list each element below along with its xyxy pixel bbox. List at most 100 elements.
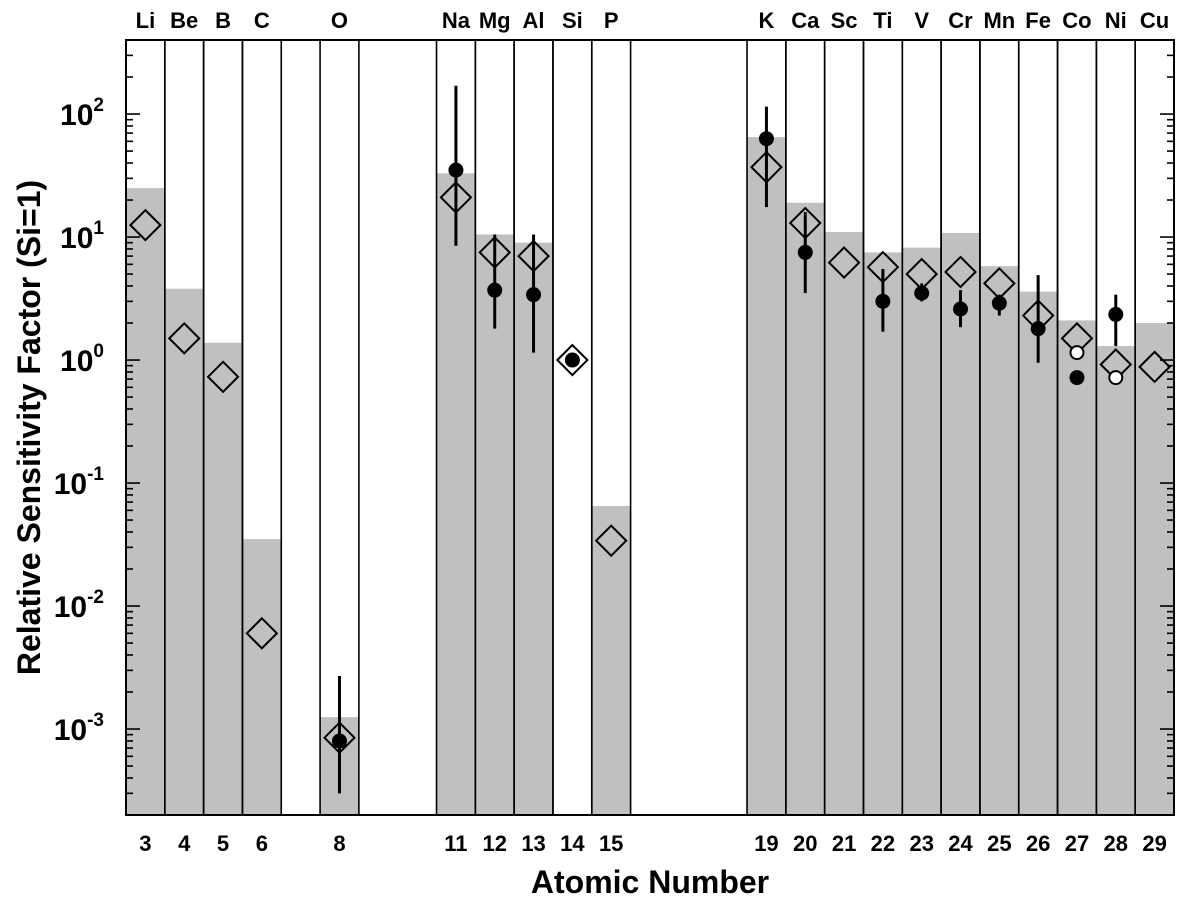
filled-circle-marker-22 bbox=[875, 293, 891, 309]
filled-circle-marker-25 bbox=[991, 295, 1007, 311]
x-tick-label-3: 3 bbox=[139, 831, 151, 856]
diamond-marker-20 bbox=[788, 206, 822, 240]
diamond-marker-24 bbox=[944, 255, 977, 289]
bar-be bbox=[164, 288, 204, 815]
diamond-marker-15 bbox=[594, 524, 628, 558]
x-tick-label-14: 14 bbox=[560, 831, 585, 856]
diamond-marker-3 bbox=[128, 208, 162, 242]
filled-circle-marker-12 bbox=[487, 282, 503, 298]
element-label-ca: Ca bbox=[791, 8, 820, 33]
filled-circle-marker-27 bbox=[1069, 370, 1085, 386]
diamond-marker-8 bbox=[323, 721, 356, 755]
diamond-marker-5 bbox=[206, 360, 240, 394]
element-label-mn: Mn bbox=[983, 8, 1015, 33]
diamond-marker-11 bbox=[439, 181, 473, 214]
diamond-marker-21 bbox=[827, 246, 861, 279]
bar-c bbox=[242, 539, 282, 815]
filled-circle-marker-19 bbox=[758, 131, 774, 147]
element-label-ni: Ni bbox=[1105, 8, 1127, 33]
x-tick-label-6: 6 bbox=[256, 831, 268, 856]
element-label-cr: Cr bbox=[948, 8, 973, 33]
element-label-c: C bbox=[254, 8, 270, 33]
element-label-v: V bbox=[914, 8, 929, 33]
element-label-si: Si bbox=[562, 8, 583, 33]
diamond-marker-29 bbox=[1138, 350, 1172, 384]
diamond-marker-4 bbox=[167, 321, 201, 355]
x-tick-label-8: 8 bbox=[333, 831, 345, 856]
x-axis-title: Atomic Number bbox=[531, 864, 769, 900]
bar-co bbox=[1057, 320, 1097, 815]
y-tick-label: 102 bbox=[60, 95, 104, 132]
x-tick-label-29: 29 bbox=[1142, 831, 1166, 856]
bar-mn bbox=[979, 266, 1019, 816]
filled-circle-marker-11 bbox=[448, 162, 464, 178]
filled-circle-marker-26 bbox=[1030, 321, 1046, 337]
filled-circle-marker-28 bbox=[1108, 306, 1124, 322]
y-tick-label: 101 bbox=[60, 218, 104, 255]
x-tick-label-11: 11 bbox=[444, 831, 467, 856]
x-tick-label-13: 13 bbox=[521, 831, 545, 856]
bar-v bbox=[902, 247, 942, 816]
y-tick-label: 100 bbox=[60, 341, 104, 378]
filled-circle-marker-23 bbox=[914, 285, 930, 301]
element-label-cu: Cu bbox=[1140, 8, 1169, 33]
bars-layer bbox=[126, 137, 1174, 816]
bar-fe bbox=[1018, 291, 1058, 815]
x-tick-label-22: 22 bbox=[871, 831, 895, 856]
x-tick-label-19: 19 bbox=[754, 831, 778, 856]
element-label-ti: Ti bbox=[873, 8, 892, 33]
diamond-marker-12 bbox=[478, 235, 512, 269]
y-axis-ticks: 10-3 10-2 10-1 100 101 102 bbox=[54, 39, 1174, 816]
plot-frame bbox=[125, 39, 1175, 816]
x-tick-label-4: 4 bbox=[178, 831, 191, 856]
filled-circle-marker-8 bbox=[331, 733, 347, 749]
bar-na bbox=[436, 173, 476, 815]
bar-sc bbox=[824, 231, 864, 816]
element-label-b: B bbox=[215, 8, 231, 33]
bar-cr bbox=[941, 232, 980, 815]
open-circle-marker-27 bbox=[1069, 345, 1085, 361]
bar-ti bbox=[863, 252, 903, 816]
dividers-layer bbox=[125, 40, 1175, 815]
diamond-marker-22 bbox=[866, 250, 900, 284]
y-tick-label: 10-1 bbox=[54, 464, 105, 501]
element-label-be: Be bbox=[170, 8, 198, 33]
diamond-marker-14 bbox=[555, 343, 589, 377]
markers-layer bbox=[128, 131, 1172, 755]
element-label-na: Na bbox=[442, 8, 471, 33]
open-circle-marker-28 bbox=[1108, 370, 1124, 386]
x-axis-tick-labels: 3 4 5 6 8 11 12 13 14 15 19 20 21 22 23 24 25 26 27 28 29 bbox=[139, 831, 1167, 856]
bar-k bbox=[747, 137, 786, 815]
bar-mg bbox=[475, 234, 515, 815]
filled-circle-marker-24 bbox=[953, 301, 969, 317]
diamond-marker-6 bbox=[245, 616, 279, 650]
element-label-sc: Sc bbox=[831, 8, 858, 33]
x-tick-label-27: 27 bbox=[1065, 831, 1089, 856]
element-label-al: Al bbox=[523, 8, 545, 33]
element-symbol-labels: Li Be B C O Na Mg Al Si P K Ca Sc Ti V Cr Mn Fe Co Ni Cu bbox=[136, 8, 1170, 33]
element-label-fe: Fe bbox=[1025, 8, 1051, 33]
x-tick-label-24: 24 bbox=[948, 831, 973, 856]
y-tick-label: 10-2 bbox=[54, 587, 104, 624]
element-label-co: Co bbox=[1062, 8, 1091, 33]
x-tick-label-5: 5 bbox=[217, 831, 229, 856]
bar-ca bbox=[785, 202, 825, 815]
filled-circle-marker-20 bbox=[797, 244, 813, 260]
element-label-mg: Mg bbox=[479, 8, 511, 33]
x-tick-label-15: 15 bbox=[599, 831, 623, 856]
x-tick-label-20: 20 bbox=[793, 831, 817, 856]
element-label-k: K bbox=[758, 8, 774, 33]
diamond-marker-13 bbox=[517, 239, 550, 273]
x-tick-label-26: 26 bbox=[1026, 831, 1050, 856]
filled-circle-marker-13 bbox=[526, 287, 542, 303]
bar-ni bbox=[1096, 346, 1136, 815]
y-axis-title: Relative Sensitivity Factor (Si=1) bbox=[11, 180, 47, 675]
x-tick-label-23: 23 bbox=[909, 831, 933, 856]
bar-b bbox=[203, 342, 243, 815]
x-tick-label-12: 12 bbox=[482, 831, 506, 856]
element-label-p: P bbox=[604, 8, 619, 33]
bar-p bbox=[591, 506, 631, 815]
x-tick-label-28: 28 bbox=[1104, 831, 1128, 856]
y-tick-label: 10-3 bbox=[54, 710, 104, 747]
